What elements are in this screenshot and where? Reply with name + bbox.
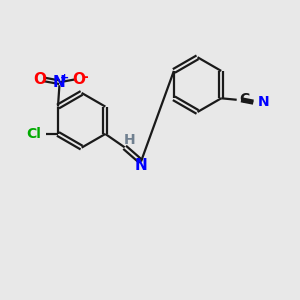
Text: N: N <box>135 158 147 173</box>
Text: Cl: Cl <box>26 127 41 141</box>
Text: N: N <box>257 95 269 109</box>
Text: N: N <box>53 75 66 90</box>
Text: H: H <box>124 133 136 147</box>
Text: O: O <box>34 72 46 87</box>
Text: C: C <box>239 92 249 106</box>
Text: O: O <box>72 72 85 87</box>
Text: +: + <box>60 73 69 83</box>
Text: -: - <box>82 70 88 84</box>
